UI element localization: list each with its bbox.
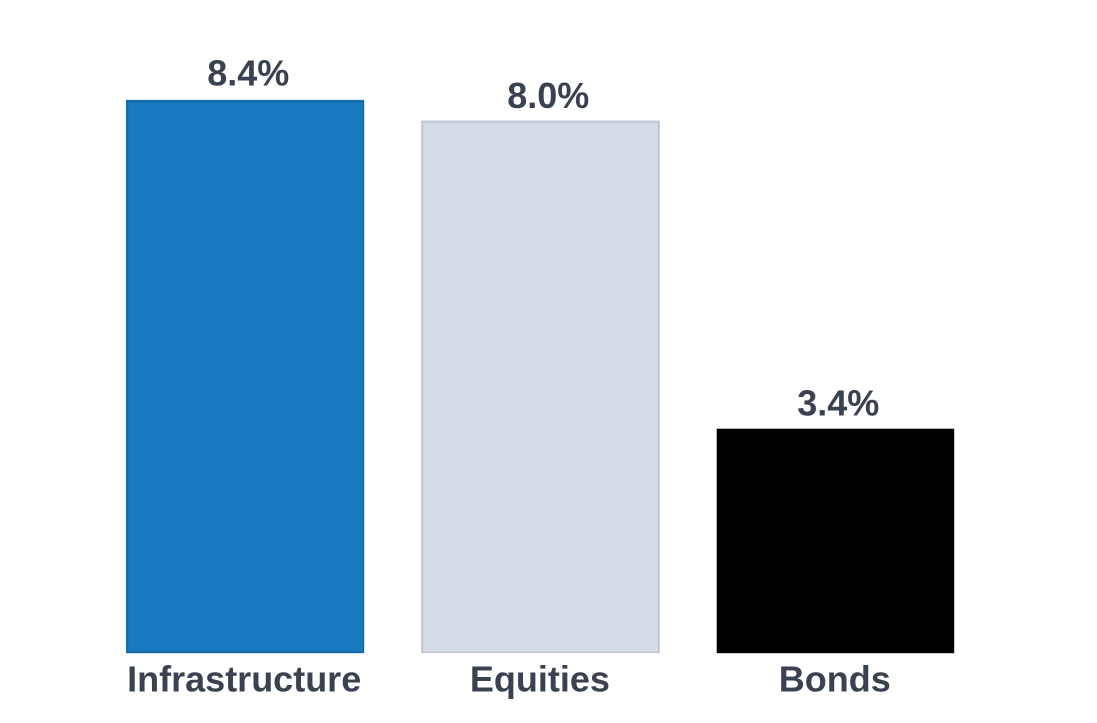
- svg-text:Equities: Equities: [470, 659, 610, 700]
- svg-text:8.4%: 8.4%: [207, 53, 289, 94]
- svg-text:Infrastructure: Infrastructure: [127, 659, 361, 700]
- svg-text:8.0%: 8.0%: [507, 75, 589, 116]
- svg-text:3.4%: 3.4%: [797, 383, 879, 424]
- svg-text:Bonds: Bonds: [779, 659, 891, 700]
